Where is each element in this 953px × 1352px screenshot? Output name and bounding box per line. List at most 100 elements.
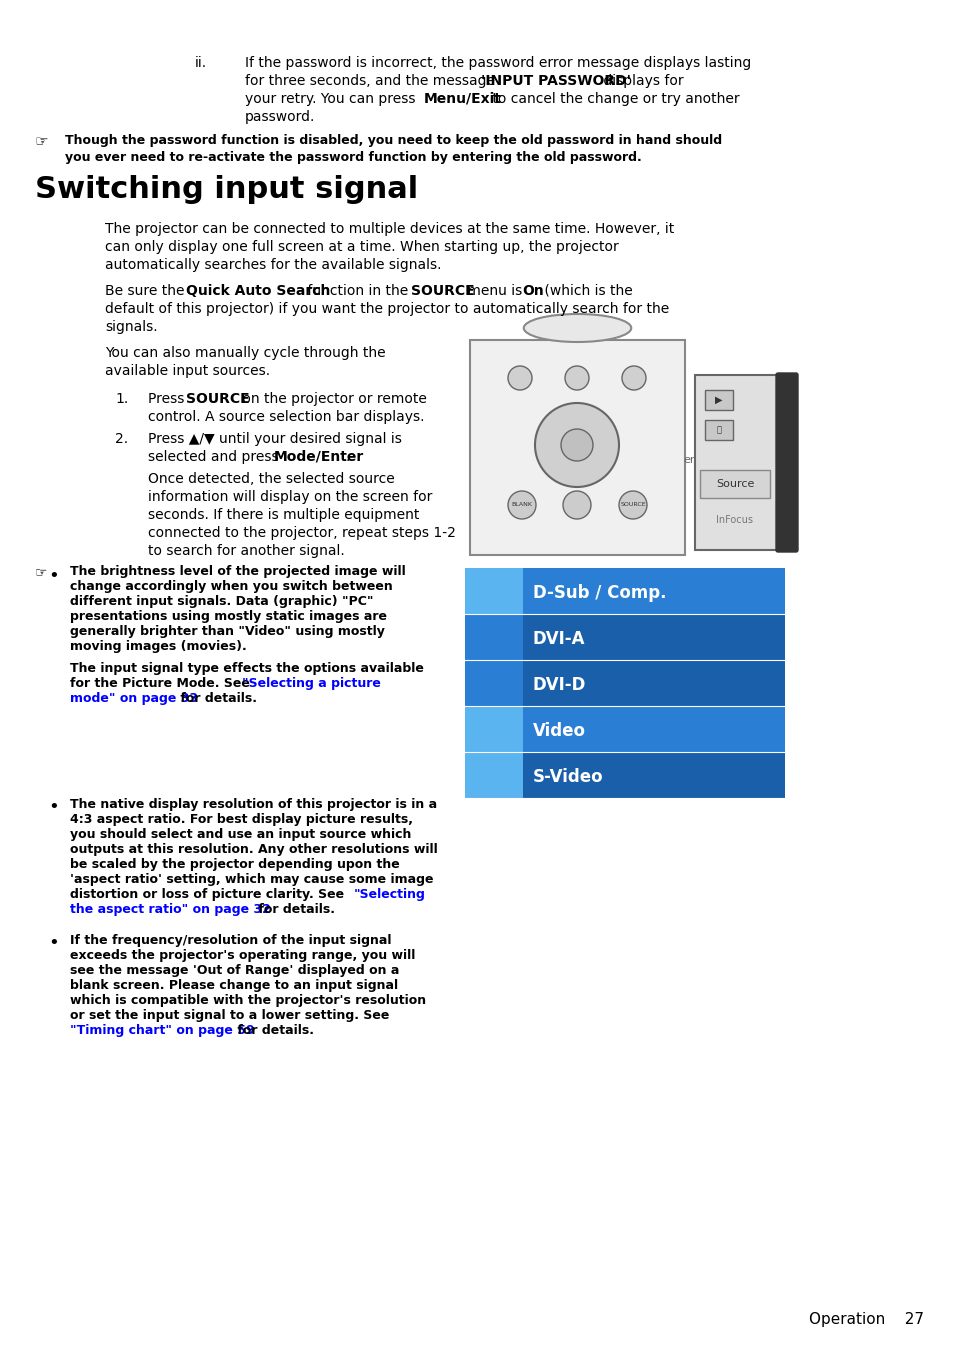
Circle shape bbox=[562, 491, 590, 519]
Text: •: • bbox=[48, 934, 59, 952]
Text: .: . bbox=[346, 450, 350, 464]
Text: which is compatible with the projector's resolution: which is compatible with the projector's… bbox=[70, 994, 426, 1007]
Text: you should select and use an input source which: you should select and use an input sourc… bbox=[70, 827, 411, 841]
Text: seconds. If there is multiple equipment: seconds. If there is multiple equipment bbox=[148, 508, 419, 522]
Text: Menu/Exit: Menu/Exit bbox=[423, 92, 501, 105]
Text: menu is: menu is bbox=[462, 284, 526, 297]
Text: exceeds the projector's operating range, you will: exceeds the projector's operating range,… bbox=[70, 949, 415, 963]
Text: Operation    27: Operation 27 bbox=[808, 1311, 923, 1328]
Text: distortion or loss of picture clarity. See: distortion or loss of picture clarity. S… bbox=[70, 888, 348, 900]
Text: see the message 'Out of Range' displayed on a: see the message 'Out of Range' displayed… bbox=[70, 964, 399, 977]
Text: different input signals. Data (graphic) "PC": different input signals. Data (graphic) … bbox=[70, 595, 374, 608]
Text: automatically searches for the available signals.: automatically searches for the available… bbox=[105, 258, 441, 272]
Text: ▶: ▶ bbox=[715, 395, 722, 406]
Text: Quick Auto Search: Quick Auto Search bbox=[186, 284, 330, 297]
Text: or set the input signal to a lower setting. See: or set the input signal to a lower setti… bbox=[70, 1009, 389, 1022]
Text: you ever need to re-activate the password function by entering the old password.: you ever need to re-activate the passwor… bbox=[65, 151, 641, 164]
Text: your retry. You can press: your retry. You can press bbox=[245, 92, 419, 105]
Text: connected to the projector, repeat steps 1-2: connected to the projector, repeat steps… bbox=[148, 526, 456, 539]
Text: control. A source selection bar displays.: control. A source selection bar displays… bbox=[148, 410, 424, 425]
Text: be scaled by the projector depending upon the: be scaled by the projector depending upo… bbox=[70, 859, 399, 871]
Bar bbox=[464, 752, 522, 798]
Text: the aspect ratio" on page 32: the aspect ratio" on page 32 bbox=[70, 903, 271, 917]
Text: 'INPUT PASSWORD': 'INPUT PASSWORD' bbox=[480, 74, 630, 88]
Text: blank screen. Please change to an input signal: blank screen. Please change to an input … bbox=[70, 979, 397, 992]
Text: 'aspect ratio' setting, which may cause some image: 'aspect ratio' setting, which may cause … bbox=[70, 873, 433, 886]
Text: Though the password function is disabled, you need to keep the old password in h: Though the password function is disabled… bbox=[65, 134, 721, 147]
Bar bbox=[700, 470, 769, 498]
Text: InFocus: InFocus bbox=[716, 515, 753, 525]
Text: can only display one full screen at a time. When starting up, the projector: can only display one full screen at a ti… bbox=[105, 241, 618, 254]
Text: "Selecting: "Selecting bbox=[354, 888, 425, 900]
Text: to search for another signal.: to search for another signal. bbox=[148, 544, 344, 558]
Bar bbox=[464, 614, 784, 660]
Text: The input signal type effects the options available: The input signal type effects the option… bbox=[70, 662, 423, 675]
Text: Be sure the: Be sure the bbox=[105, 284, 189, 297]
Text: Press: Press bbox=[148, 392, 189, 406]
Text: DVI-A: DVI-A bbox=[533, 630, 585, 648]
Text: Press ▲/▼ until your desired signal is: Press ▲/▼ until your desired signal is bbox=[148, 433, 401, 446]
Circle shape bbox=[507, 366, 532, 389]
Text: generally brighter than "Video" using mostly: generally brighter than "Video" using mo… bbox=[70, 625, 384, 638]
Bar bbox=[464, 706, 522, 752]
Text: ☞: ☞ bbox=[35, 565, 48, 579]
Text: information will display on the screen for: information will display on the screen f… bbox=[148, 489, 432, 504]
FancyBboxPatch shape bbox=[775, 373, 797, 552]
Text: for three seconds, and the message: for three seconds, and the message bbox=[245, 74, 498, 88]
Text: displays for: displays for bbox=[598, 74, 683, 88]
Bar bbox=[695, 375, 780, 550]
Bar bbox=[464, 706, 784, 752]
Text: selected and press: selected and press bbox=[148, 450, 283, 464]
Text: available input sources.: available input sources. bbox=[105, 364, 270, 379]
Text: mode" on page 33: mode" on page 33 bbox=[70, 692, 198, 704]
Bar bbox=[464, 752, 784, 798]
Text: S-Video: S-Video bbox=[533, 768, 603, 786]
Bar bbox=[470, 339, 684, 556]
Text: "Timing chart" on page 59: "Timing chart" on page 59 bbox=[70, 1023, 254, 1037]
Text: for details.: for details. bbox=[233, 1023, 314, 1037]
Text: SOURCE: SOURCE bbox=[619, 503, 645, 507]
Text: SOURCE: SOURCE bbox=[411, 284, 475, 297]
Text: default of this projector) if you want the projector to automatically search for: default of this projector) if you want t… bbox=[105, 301, 669, 316]
Text: password.: password. bbox=[245, 110, 315, 124]
Text: for details.: for details. bbox=[253, 903, 335, 917]
Circle shape bbox=[621, 366, 645, 389]
Text: The native display resolution of this projector is in a: The native display resolution of this pr… bbox=[70, 798, 436, 811]
Text: moving images (movies).: moving images (movies). bbox=[70, 639, 247, 653]
Text: signals.: signals. bbox=[105, 320, 157, 334]
Text: outputs at this resolution. Any other resolutions will: outputs at this resolution. Any other re… bbox=[70, 844, 437, 856]
Text: •: • bbox=[48, 566, 59, 585]
Circle shape bbox=[507, 491, 536, 519]
Bar bbox=[464, 660, 522, 706]
Text: er: er bbox=[682, 456, 694, 465]
Text: SOURCE: SOURCE bbox=[186, 392, 250, 406]
Text: Once detected, the selected source: Once detected, the selected source bbox=[148, 472, 395, 485]
Text: 1.: 1. bbox=[115, 392, 128, 406]
Text: The brightness level of the projected image will: The brightness level of the projected im… bbox=[70, 565, 405, 579]
Text: change accordingly when you switch between: change accordingly when you switch betwe… bbox=[70, 580, 393, 594]
Circle shape bbox=[564, 366, 588, 389]
Text: Video: Video bbox=[533, 722, 585, 740]
Bar bbox=[464, 660, 784, 706]
Bar bbox=[464, 614, 522, 660]
Circle shape bbox=[560, 429, 593, 461]
Bar bbox=[464, 568, 522, 614]
Text: If the frequency/resolution of the input signal: If the frequency/resolution of the input… bbox=[70, 934, 391, 946]
Bar bbox=[464, 568, 784, 614]
Text: D-Sub / Comp.: D-Sub / Comp. bbox=[533, 584, 666, 602]
Bar bbox=[704, 420, 732, 439]
Text: Switching input signal: Switching input signal bbox=[35, 174, 417, 204]
Circle shape bbox=[535, 403, 618, 487]
Text: (which is the: (which is the bbox=[539, 284, 632, 297]
Text: If the password is incorrect, the password error message displays lasting: If the password is incorrect, the passwo… bbox=[245, 55, 750, 70]
Text: Source: Source bbox=[715, 479, 754, 489]
Text: "Selecting a picture: "Selecting a picture bbox=[242, 677, 380, 690]
Text: function in the: function in the bbox=[303, 284, 413, 297]
Text: On: On bbox=[521, 284, 543, 297]
Text: BLANK: BLANK bbox=[511, 503, 532, 507]
Text: The projector can be connected to multiple devices at the same time. However, it: The projector can be connected to multip… bbox=[105, 222, 674, 237]
Text: for the Picture Mode. See: for the Picture Mode. See bbox=[70, 677, 254, 690]
Text: You can also manually cycle through the: You can also manually cycle through the bbox=[105, 346, 385, 360]
Text: to cancel the change or try another: to cancel the change or try another bbox=[488, 92, 739, 105]
Text: DVI-D: DVI-D bbox=[533, 676, 586, 694]
